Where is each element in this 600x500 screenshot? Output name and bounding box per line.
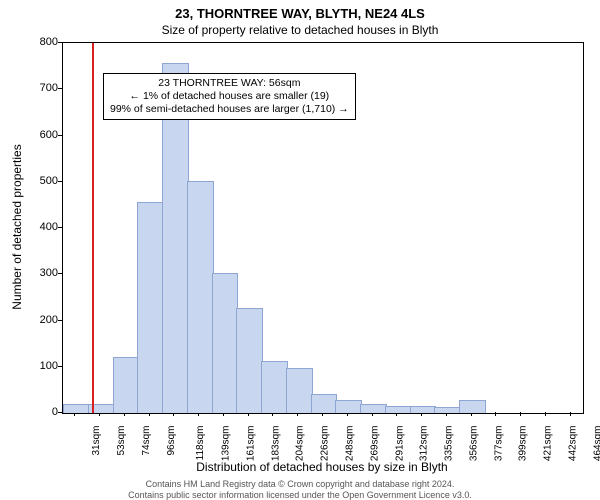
histogram-bar xyxy=(261,361,288,413)
y-axis-label: Number of detached properties xyxy=(10,42,24,412)
histogram-bar xyxy=(385,406,412,413)
x-tick-label: 161sqm xyxy=(246,426,257,462)
histogram-bar xyxy=(236,308,263,413)
x-tick-label: 464sqm xyxy=(592,426,600,462)
histogram-bar xyxy=(187,181,214,413)
histogram-bar xyxy=(137,202,164,413)
y-tick-label: 700 xyxy=(28,82,58,94)
x-tick-label: 139sqm xyxy=(221,426,232,462)
x-tick-label: 96sqm xyxy=(166,426,177,456)
histogram-bar xyxy=(410,406,437,413)
x-tick-label: 226sqm xyxy=(320,426,331,462)
y-tick-label: 0 xyxy=(28,406,58,418)
footnote: Contains HM Land Registry data © Crown c… xyxy=(0,479,600,500)
y-tick-label: 400 xyxy=(28,221,58,233)
x-tick-label: 377sqm xyxy=(493,426,504,462)
histogram-bar xyxy=(212,273,239,413)
y-tick-label: 300 xyxy=(28,267,58,279)
x-tick-label: 31sqm xyxy=(91,426,102,456)
annotation-box: 23 THORNTREE WAY: 56sqm← 1% of detached … xyxy=(103,73,356,120)
annotation-line: 99% of semi-detached houses are larger (… xyxy=(110,103,349,116)
x-tick-label: 356sqm xyxy=(468,426,479,462)
y-tick-label: 500 xyxy=(28,175,58,187)
histogram-bar xyxy=(286,368,313,413)
x-tick-label: 269sqm xyxy=(369,426,380,462)
y-tick-label: 800 xyxy=(28,36,58,48)
annotation-line: 23 THORNTREE WAY: 56sqm xyxy=(110,77,349,90)
chart-container: 23, THORNTREE WAY, BLYTH, NE24 4LS Size … xyxy=(0,0,600,500)
chart-title: 23, THORNTREE WAY, BLYTH, NE24 4LS xyxy=(0,0,600,22)
x-tick-label: 291sqm xyxy=(394,426,405,462)
x-tick-label: 204sqm xyxy=(295,426,306,462)
annotation-line: ← 1% of detached houses are smaller (19) xyxy=(110,90,349,103)
x-tick-label: 399sqm xyxy=(518,426,529,462)
histogram-bar xyxy=(113,357,140,414)
histogram-bar xyxy=(360,404,387,413)
histogram-bar xyxy=(311,394,338,413)
chart-subtitle: Size of property relative to detached ho… xyxy=(0,23,600,37)
x-axis-label: Distribution of detached houses by size … xyxy=(62,460,582,474)
histogram-bar xyxy=(459,400,486,413)
x-tick-label: 74sqm xyxy=(141,426,152,456)
x-tick-label: 183sqm xyxy=(270,426,281,462)
histogram-bar xyxy=(434,407,461,413)
x-tick-label: 335sqm xyxy=(444,426,455,462)
footnote-line-1: Contains HM Land Registry data © Crown c… xyxy=(0,479,600,489)
y-tick-label: 600 xyxy=(28,129,58,141)
x-tick-label: 442sqm xyxy=(567,426,578,462)
y-tick-label: 100 xyxy=(28,360,58,372)
histogram-bar xyxy=(63,404,90,413)
x-tick-label: 312sqm xyxy=(419,426,430,462)
reference-line xyxy=(92,43,94,413)
histogram-bar xyxy=(335,400,362,413)
x-tick-label: 53sqm xyxy=(116,426,127,456)
x-tick-label: 421sqm xyxy=(543,426,554,462)
y-tick-label: 200 xyxy=(28,314,58,326)
footnote-line-2: Contains public sector information licen… xyxy=(0,490,600,500)
x-tick-label: 248sqm xyxy=(345,426,356,462)
plot-area: 23 THORNTREE WAY: 56sqm← 1% of detached … xyxy=(62,42,584,414)
x-tick-label: 118sqm xyxy=(195,426,206,461)
